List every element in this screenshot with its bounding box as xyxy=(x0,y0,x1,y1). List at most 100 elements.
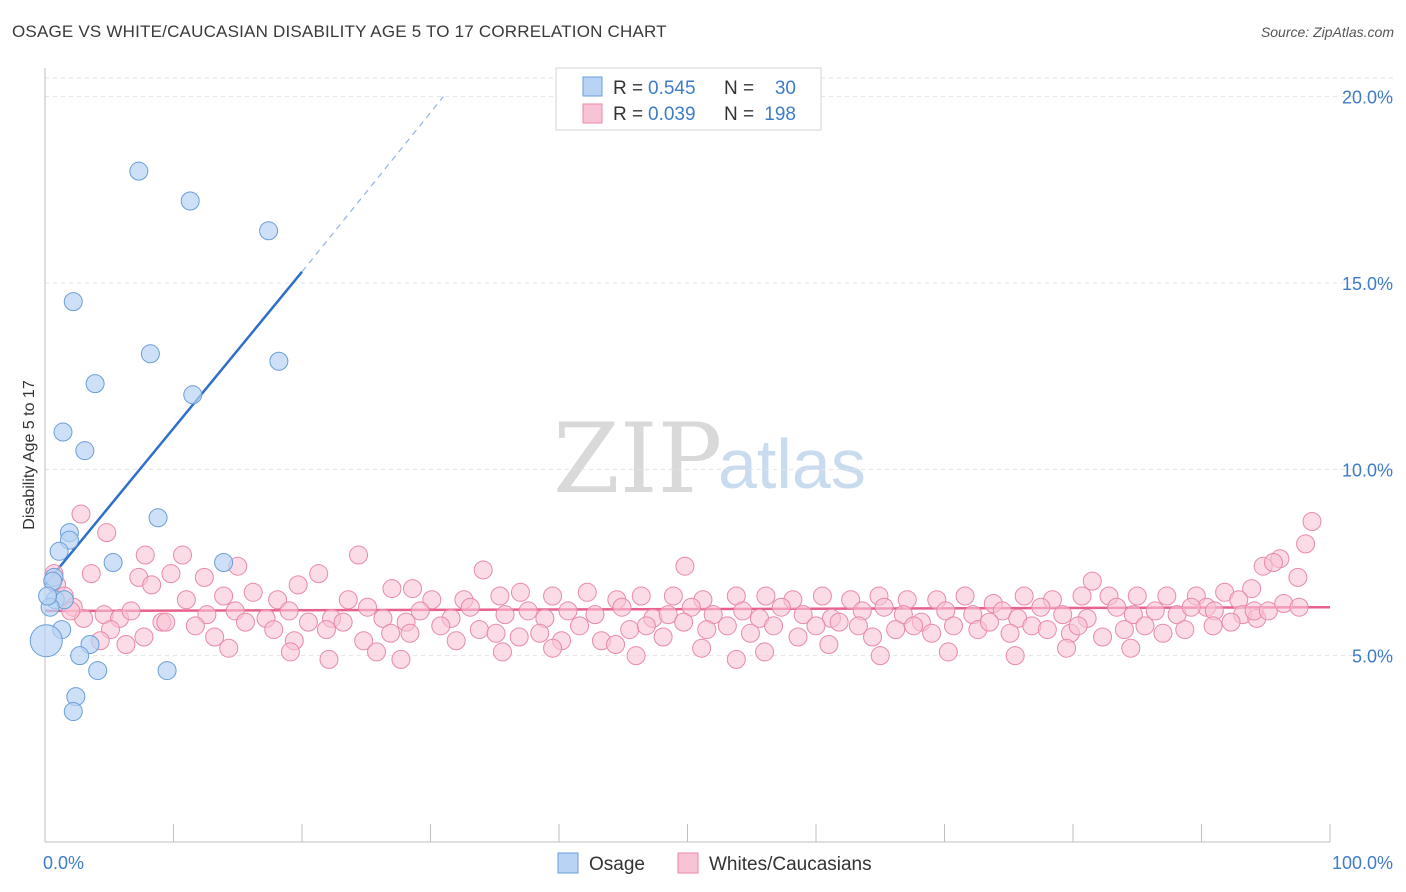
whites-point xyxy=(316,620,336,640)
whites-point xyxy=(848,616,868,636)
whites-point xyxy=(309,564,329,584)
osage-point xyxy=(157,661,177,681)
whites-point xyxy=(1127,586,1147,606)
whites-point xyxy=(1107,597,1127,617)
whites-point xyxy=(653,627,673,647)
whites-point xyxy=(863,627,883,647)
whites-point xyxy=(1258,601,1278,621)
y-axis-label: Disability Age 5 to 17 xyxy=(21,380,38,530)
whites-point xyxy=(812,586,832,606)
whites-point xyxy=(1121,638,1141,658)
osage-point xyxy=(214,552,234,572)
whites-point xyxy=(1157,586,1177,606)
legend-n-value-whites: 198 xyxy=(764,104,796,125)
whites-point xyxy=(620,620,640,640)
top-legend: R = 0.545 N = 30 R = 0.039 N = 198 xyxy=(555,67,822,131)
whites-point xyxy=(518,601,538,621)
watermark-atlas: atlas xyxy=(718,425,866,503)
osage-point xyxy=(38,586,58,606)
whites-point xyxy=(992,601,1012,621)
whites-point xyxy=(806,616,826,636)
whites-point xyxy=(612,597,632,617)
whites-point xyxy=(1014,586,1034,606)
whites-point xyxy=(955,586,975,606)
whites-point xyxy=(492,642,512,662)
legend-n-label-osage: N = xyxy=(724,78,754,99)
whites-point xyxy=(382,579,402,599)
osage-trend-line xyxy=(44,271,303,586)
whites-point xyxy=(194,567,214,587)
whites-point xyxy=(726,649,746,669)
tick-labels: 5.0% 10.0% 15.0% 20.0% 0.0% 100.0% xyxy=(43,88,1393,873)
whites-point xyxy=(1072,586,1092,606)
whites-point xyxy=(235,612,255,632)
whites-point xyxy=(577,582,597,602)
whites-point xyxy=(1005,646,1025,666)
whites-point xyxy=(658,605,678,625)
whites-point xyxy=(1203,616,1223,636)
whites-point xyxy=(1031,597,1051,617)
osage-point xyxy=(85,374,105,394)
whites-point xyxy=(367,642,387,662)
whites-point xyxy=(1123,605,1143,625)
whites-point xyxy=(740,623,760,643)
osage-point xyxy=(63,702,83,722)
whites-point xyxy=(1263,552,1283,572)
whites-point xyxy=(288,575,308,595)
legend-swatch-osage xyxy=(582,76,603,97)
whites-point xyxy=(681,597,701,617)
whites-point xyxy=(460,597,480,617)
whites-point xyxy=(631,586,651,606)
trend-lines xyxy=(44,96,1331,613)
whites-point xyxy=(663,586,683,606)
whites-point xyxy=(1288,567,1308,587)
source-label: Source: ZipAtlas.com xyxy=(1260,24,1394,40)
whites-point xyxy=(185,616,205,636)
whites-point xyxy=(1114,620,1134,640)
legend-swatch-whites xyxy=(582,103,603,124)
whites-point xyxy=(333,612,353,632)
whites-point xyxy=(486,623,506,643)
whites-point xyxy=(674,612,694,632)
whites-point xyxy=(1175,620,1195,640)
osage-point xyxy=(88,661,108,681)
whites-point xyxy=(636,616,656,636)
whites-point xyxy=(1221,612,1241,632)
osage-point xyxy=(140,344,160,364)
osage-point xyxy=(148,508,168,528)
whites-point xyxy=(214,586,234,606)
bottom-legend-label-osage: Osage xyxy=(589,854,645,875)
axes xyxy=(44,68,1331,843)
whites-point xyxy=(733,601,753,621)
data-points xyxy=(29,161,1322,722)
legend-r-label-whites: R = xyxy=(613,104,643,125)
whites-point xyxy=(400,623,420,643)
whites-point xyxy=(788,627,808,647)
whites-point xyxy=(936,601,956,621)
watermark-zip: ZIP xyxy=(553,403,722,515)
whites-point xyxy=(793,605,813,625)
whites-point xyxy=(403,579,423,599)
osage-point xyxy=(269,351,289,371)
whites-point xyxy=(543,638,563,658)
whites-point xyxy=(349,545,369,565)
chart-title: OSAGE VS WHITE/CAUCASIAN DISABILITY AGE … xyxy=(12,22,667,41)
whites-point xyxy=(176,590,196,610)
whites-point xyxy=(142,575,162,595)
whites-point xyxy=(1082,571,1102,591)
whites-point xyxy=(490,586,510,606)
whites-point xyxy=(530,623,550,643)
whites-point xyxy=(886,620,906,640)
legend-n-label-whites: N = xyxy=(724,104,754,125)
whites-point xyxy=(1057,638,1077,658)
whites-point xyxy=(410,601,430,621)
whites-point xyxy=(904,616,924,636)
whites-point xyxy=(116,634,136,654)
whites-point xyxy=(135,545,155,565)
whites-point xyxy=(829,612,849,632)
osage-point xyxy=(259,221,279,241)
whites-point xyxy=(697,620,717,640)
bottom-legend: Osage Whites/Caucasians xyxy=(557,852,872,875)
legend-r-value-whites: 0.039 xyxy=(648,104,696,125)
whites-point xyxy=(870,646,890,666)
